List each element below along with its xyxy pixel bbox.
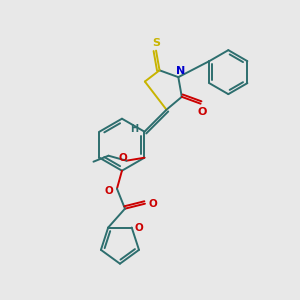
Text: O: O <box>105 186 113 196</box>
Text: O: O <box>148 199 157 209</box>
Text: O: O <box>118 153 127 163</box>
Text: H: H <box>130 124 139 134</box>
Text: O: O <box>198 107 207 117</box>
Text: O: O <box>134 223 143 232</box>
Text: N: N <box>176 66 185 76</box>
Text: S: S <box>152 38 160 48</box>
